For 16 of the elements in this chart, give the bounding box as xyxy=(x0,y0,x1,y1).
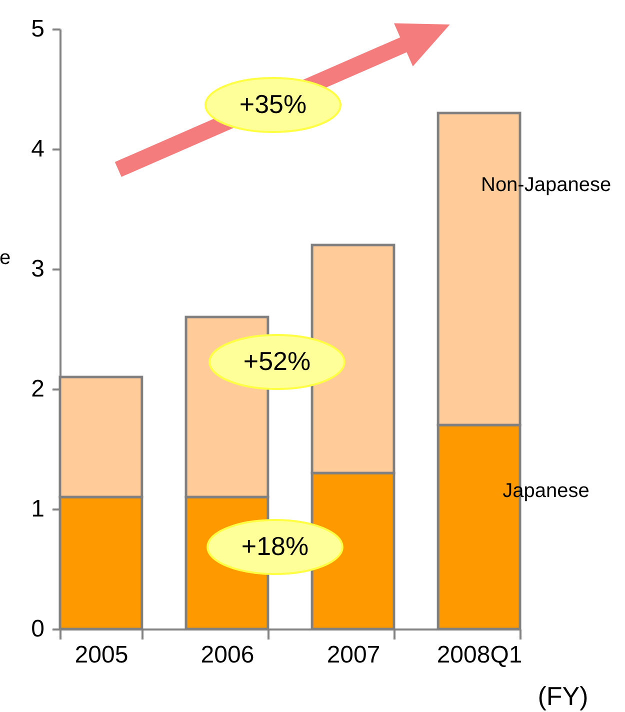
x-tick-label: 2007 xyxy=(326,642,380,668)
y-tick-label: 4 xyxy=(31,136,44,162)
x-tick-label: 2008Q1 xyxy=(436,642,522,668)
text: (FY) xyxy=(538,681,588,711)
y-tick-label: 1 xyxy=(31,496,44,522)
annotation: +52% xyxy=(243,346,311,376)
series-label: Non-Japanese xyxy=(480,174,612,196)
x-tick-label: 2005 xyxy=(74,642,128,668)
annotation: +35% xyxy=(239,89,307,119)
y-tick-label: 5 xyxy=(31,16,44,42)
y-tick-label: 2 xyxy=(31,376,44,402)
annotation: +18% xyxy=(241,531,309,561)
y-axis-title: e xyxy=(0,247,11,269)
y-tick-label: 0 xyxy=(31,616,44,642)
y-tick-label: 3 xyxy=(31,256,44,282)
x-tick-label: 2006 xyxy=(200,642,254,668)
